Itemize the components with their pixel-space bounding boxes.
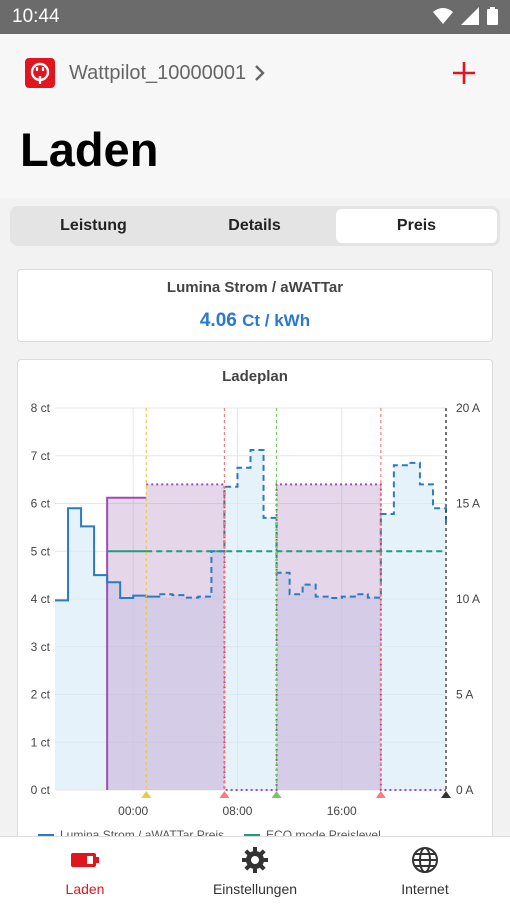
- nav-label-einstellungen: Einstellungen: [212, 881, 298, 897]
- status-icons: [433, 7, 498, 25]
- y-left-tick-label: 8 ct: [31, 401, 51, 415]
- price-value: 4.06: [199, 310, 237, 331]
- bottom-navigation: Laden Einstellungen: [0, 836, 510, 906]
- y-right-tick-label: 15 A: [456, 497, 480, 511]
- page-title: Laden: [20, 123, 159, 176]
- globe-icon: [412, 847, 438, 873]
- y-left-tick-label: 5 ct: [31, 544, 51, 558]
- y-right-tick-label: 5 A: [456, 688, 473, 702]
- charging-plan-card: Ladeplan 0 ct 1 ct 2 ct 3 ct 4 ct 5 ct 6 ct 7 c…: [17, 359, 493, 859]
- battery-icon: [487, 7, 498, 25]
- y-right-tick-label: 10 A: [456, 592, 480, 606]
- signal-icon: [461, 7, 479, 25]
- tab-bar: Leistung Details Preis: [10, 206, 500, 246]
- charge-plan-block: [146, 484, 225, 790]
- price-provider-title: Lumina Strom / aWATTar: [166, 279, 344, 296]
- y-left-tick-label: 6 ct: [31, 497, 51, 511]
- nav-internet[interactable]: Internet: [340, 845, 510, 897]
- tab-preis[interactable]: Preis: [336, 209, 497, 243]
- tab-details[interactable]: Details: [228, 217, 281, 234]
- nav-laden[interactable]: Laden: [0, 845, 170, 897]
- y-left-tick-label: 2 ct: [31, 688, 51, 702]
- battery-charging-icon: [71, 853, 99, 867]
- charging-plan-chart: 0 ct 1 ct 2 ct 3 ct 4 ct 5 ct 6 ct 7 ct 8 ct 0 A 5…: [31, 401, 480, 818]
- nav-label-laden: Laden: [65, 881, 105, 897]
- time-marker-triangle: [375, 791, 386, 798]
- y-left-tick-label: 3 ct: [31, 640, 51, 654]
- nav-label-internet: Internet: [401, 881, 449, 897]
- y-left-tick-label: 0 ct: [31, 783, 51, 797]
- gear-icon: [242, 847, 268, 873]
- charge-plan-line-solid: [106, 496, 147, 790]
- price-line-dashed: [159, 449, 447, 600]
- price-unit: Ct / kWh: [242, 311, 311, 330]
- x-tick-label: 08:00: [222, 804, 252, 818]
- y-left-tick-label: 1 ct: [31, 735, 51, 749]
- price-area: [55, 450, 446, 790]
- y-left-tick-label: 7 ct: [31, 449, 51, 463]
- x-tick-label: 00:00: [118, 804, 148, 818]
- add-device-button[interactable]: [450, 59, 478, 87]
- y-right-tick-label: 0 A: [456, 783, 473, 797]
- price-card: Lumina Strom / aWATTar 4.06 Ct / kWh: [17, 269, 493, 342]
- app-header: Wattpilot_10000001 Laden: [0, 34, 510, 198]
- y-left-tick-label: 4 ct: [31, 592, 51, 606]
- device-selector[interactable]: Wattpilot_10000001: [69, 62, 247, 84]
- status-time: 10:44: [12, 6, 60, 27]
- charge-plan-block: [107, 497, 147, 790]
- chevron-right-icon[interactable]: [254, 64, 266, 82]
- nav-einstellungen[interactable]: Einstellungen: [170, 845, 340, 897]
- x-tick-label: 16:00: [327, 804, 357, 818]
- time-marker-triangle: [271, 791, 282, 798]
- y-right-tick-label: 20 A: [456, 401, 480, 415]
- current-price: 4.06 Ct / kWh: [18, 310, 492, 332]
- wifi-icon: [433, 8, 453, 24]
- wattpilot-logo-icon: [25, 58, 55, 88]
- chart-title: Ladeplan: [222, 368, 288, 385]
- tab-leistung[interactable]: Leistung: [60, 217, 127, 234]
- charge-plan-block: [276, 484, 381, 790]
- time-marker-triangle: [219, 791, 230, 798]
- time-marker-triangle: [441, 791, 451, 798]
- status-bar: 10:44: [0, 0, 510, 34]
- time-marker-triangle: [141, 791, 152, 798]
